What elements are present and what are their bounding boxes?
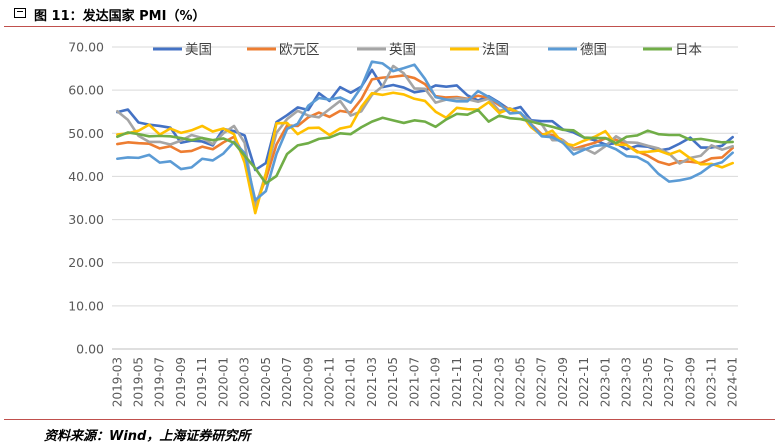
- source-note: 资料来源：Wind，上海证券研究所: [44, 429, 251, 444]
- x-tick-label: 2023-07: [662, 357, 676, 407]
- y-tick-label: 30.00: [68, 212, 104, 227]
- legend-item: 德国: [548, 42, 607, 58]
- chart-figure-icon: [14, 8, 26, 18]
- legend-item: 日本: [643, 42, 703, 58]
- x-tick-label: 2022-05: [513, 357, 527, 407]
- x-tick-label: 2020-11: [323, 357, 337, 407]
- x-axis-tick-labels: 2019-03 2019-05 2019-07 2019-09 2019-11 2020-…: [110, 357, 739, 407]
- x-tick-label: 2022-09: [556, 357, 570, 407]
- x-tick-label: 2020-07: [280, 357, 294, 407]
- footer: 资料来源：Wind，上海证券研究所: [4, 419, 775, 446]
- legend-label: 英国: [389, 41, 416, 58]
- series-line: [116, 108, 734, 185]
- x-tick-label: 2023-11: [704, 357, 718, 407]
- x-tick-label: 2021-09: [429, 357, 443, 407]
- series-line: [116, 91, 734, 215]
- legend-label: 法国: [482, 42, 509, 58]
- x-tick-label: 2021-07: [407, 357, 421, 407]
- x-tick-label: 2020-09: [301, 357, 315, 407]
- x-tick-label: 2022-03: [492, 357, 506, 407]
- x-tick-label: 2021-01: [344, 357, 358, 407]
- title-bar: 图 11：发达国家 PMI（%）: [4, 0, 775, 27]
- x-tick-label: 2019-05: [132, 357, 146, 407]
- x-tick-label: 2022-11: [577, 357, 591, 407]
- x-tick-label: 2020-03: [238, 357, 252, 407]
- grid-lines: [112, 46, 738, 350]
- series-lines: [116, 60, 734, 215]
- y-tick-label: 60.00: [68, 83, 104, 98]
- x-tick-label: 2019-09: [174, 357, 188, 407]
- y-tick-label: 0.00: [76, 342, 104, 357]
- legend-item: 英国: [357, 41, 416, 58]
- x-tick-label: 2020-05: [259, 357, 273, 407]
- series-line: [116, 60, 734, 202]
- x-tick-label: 2023-09: [683, 357, 697, 407]
- x-tick-label: 2022-01: [471, 357, 485, 407]
- x-tick-label: 2019-03: [110, 357, 124, 407]
- pmi-line-chart: 0.0010.0020.0030.0040.0050.0060.0070.00 …: [68, 40, 739, 408]
- x-tick-label: 2021-03: [365, 357, 379, 407]
- x-tick-label: 2024-01: [726, 357, 740, 407]
- x-tick-label: 2022-07: [535, 357, 549, 407]
- legend: 美国 欧元区 英国 法国 德国 日本: [153, 41, 703, 58]
- x-tick-label: 2023-05: [641, 357, 655, 407]
- y-tick-label: 10.00: [68, 298, 104, 313]
- x-tick-label: 2023-03: [620, 357, 634, 407]
- y-tick-label: 70.00: [68, 40, 104, 55]
- legend-label: 德国: [580, 42, 607, 58]
- legend-item: 欧元区: [247, 42, 320, 58]
- legend-item: 美国: [153, 42, 212, 58]
- x-tick-label: 2019-07: [153, 357, 167, 407]
- legend-label: 欧元区: [279, 42, 320, 58]
- x-tick-label: 2021-05: [386, 357, 400, 407]
- x-tick-label: 2021-11: [450, 357, 464, 407]
- chart-title: 图 11：发达国家 PMI（%）: [34, 9, 206, 24]
- legend-label: 日本: [675, 42, 703, 58]
- x-tick-label: 2020-01: [216, 357, 230, 407]
- y-tick-label: 50.00: [68, 126, 104, 141]
- y-tick-label: 20.00: [68, 255, 104, 270]
- y-axis-tick-labels: 0.00 10.00 20.00 30.00 40.00 50.00 60.00 70.00: [68, 40, 104, 357]
- x-tick-label: 2019-11: [195, 357, 209, 407]
- y-tick-label: 40.00: [68, 169, 104, 184]
- x-tick-label: 2023-01: [598, 357, 612, 407]
- legend-item: 法国: [450, 42, 509, 58]
- legend-label: 美国: [185, 42, 212, 58]
- series-line: [116, 64, 734, 210]
